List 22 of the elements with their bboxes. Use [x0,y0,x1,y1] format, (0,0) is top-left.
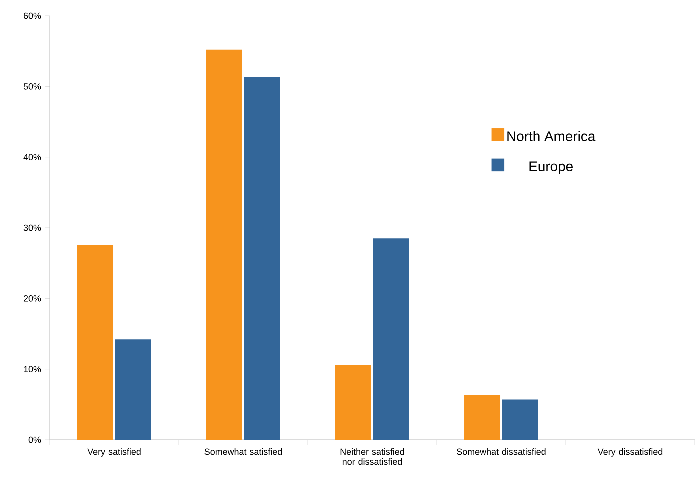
y-tick-label: 40% [24,154,42,161]
y-tick-label: 10% [24,366,42,373]
y-tick-label: 0% [28,436,42,444]
bar [336,365,372,440]
y-tick-label: 20% [24,295,42,302]
legend-label: Europe [530,162,573,174]
y-tick-label: 50% [24,83,42,90]
bar [115,340,152,440]
x-tick-label: Somewhat dissatisfied [457,448,546,456]
x-tick-label: Very satisfied [88,448,141,457]
x-tick-label: Neither satisfied nor dissatisfied [340,448,404,466]
legend-label: North America [508,131,596,142]
y-tick-label: 60% [24,12,42,20]
bar [464,395,501,440]
bar [244,77,280,440]
bar [502,400,538,440]
y-tick-label: 30% [24,224,42,232]
bar [374,238,410,440]
bar [206,50,243,440]
x-tick-label: Very dissatisfied [598,448,663,457]
x-tick-label: Somewhat satisfied [204,448,282,456]
bar [78,244,114,440]
